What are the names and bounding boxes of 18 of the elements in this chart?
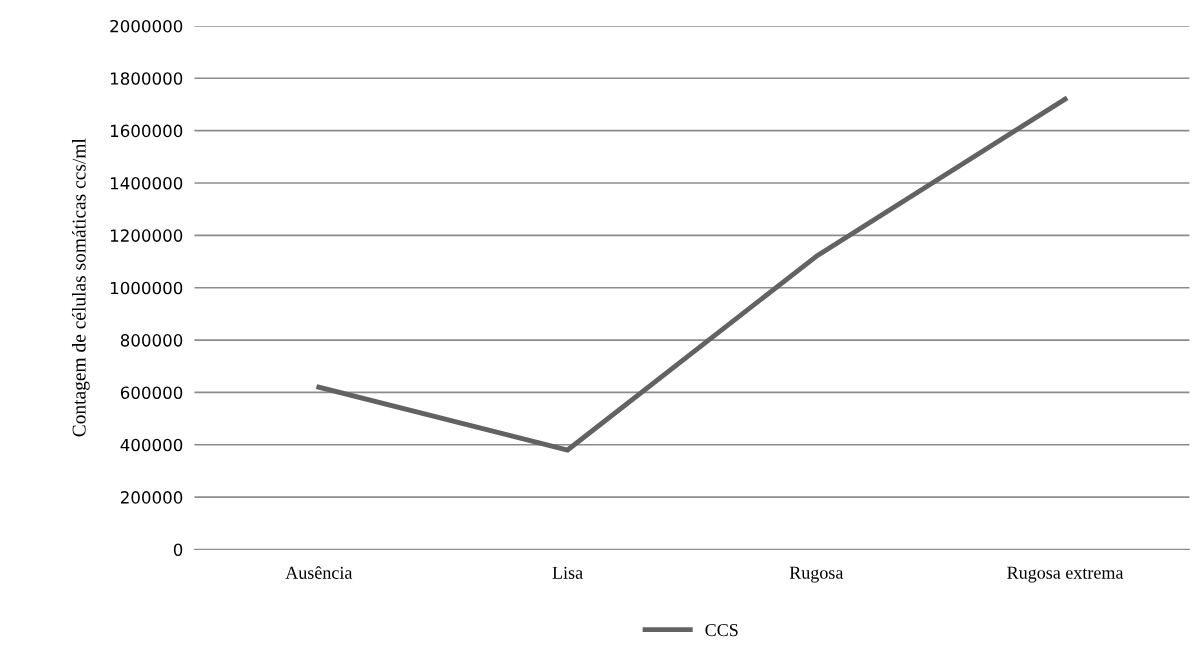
legend-label: CCS [705, 624, 738, 637]
x-tick-label: Ausência [285, 566, 353, 579]
y-tick-label: 1800000 [110, 72, 183, 85]
y-tick-label: 1000000 [110, 281, 183, 295]
y-tick-label: 600000 [120, 386, 183, 399]
y-tick-label: 0 [173, 543, 183, 557]
y-tick-label: 400000 [120, 438, 183, 452]
line-series [316, 96, 1068, 453]
y-tick-label: 1600000 [110, 124, 183, 138]
y-tick-label: 200000 [120, 491, 183, 504]
x-tick-label: Rugosa extrema [1007, 566, 1124, 583]
x-tick-label: Rugosa [789, 566, 844, 583]
x-tick-label: Lisa [552, 566, 583, 579]
y-axis-title: Contagem de células somáticas ccs/ml [71, 138, 90, 437]
y-tick-label: 1200000 [110, 229, 183, 242]
y-tick-label: 1400000 [110, 176, 183, 190]
y-tick-label: 2000000 [110, 19, 183, 33]
y-tick-label: 800000 [120, 334, 183, 347]
